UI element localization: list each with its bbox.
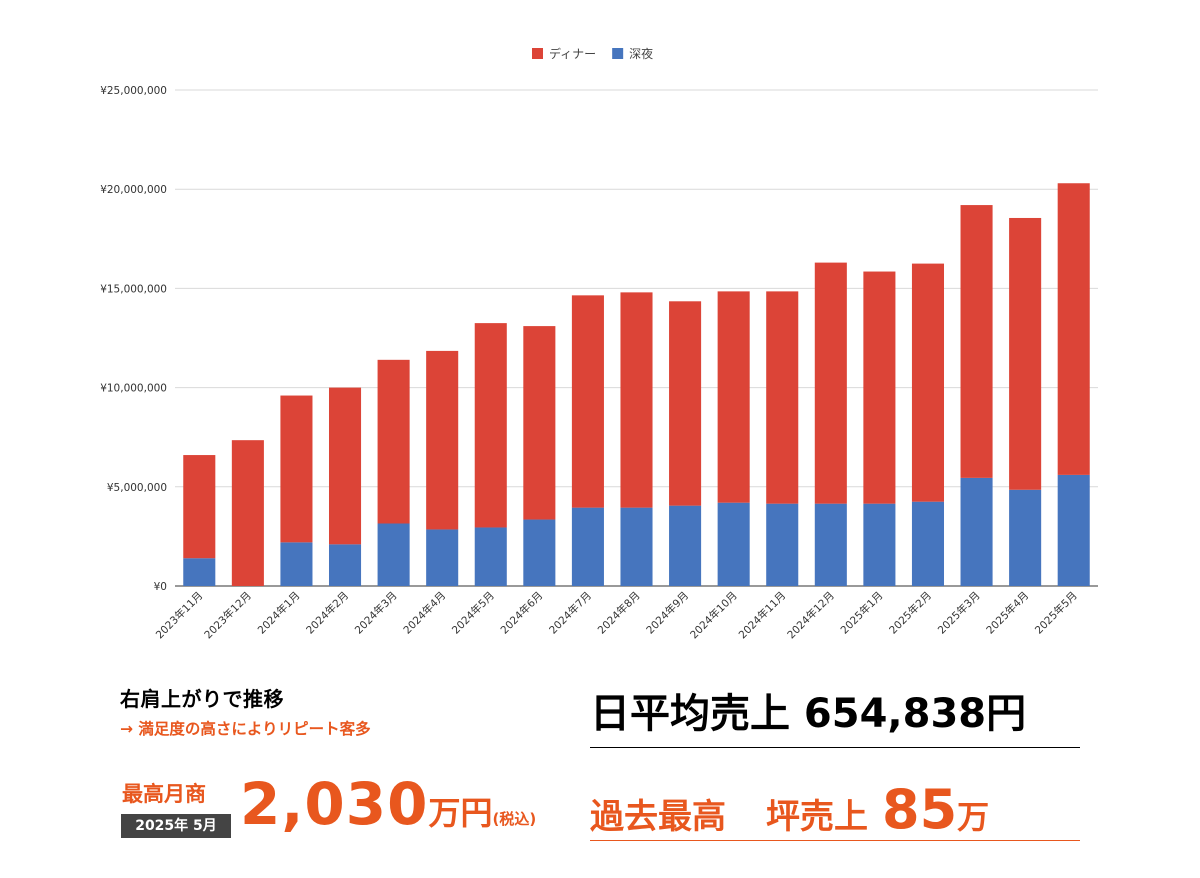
max-sales-date-badge: 2025年 5月 (121, 814, 231, 838)
bar-late-night (474, 527, 507, 586)
y-tick-label: ¥10,000,000 (100, 383, 167, 395)
max-sales-unit: 万円 (428, 794, 493, 832)
bar-dinner (183, 455, 216, 559)
x-tick-label: 2024年9月 (644, 589, 692, 637)
bar-late-night (863, 503, 896, 586)
bar-dinner (717, 291, 750, 503)
bar-dinner (280, 395, 313, 543)
tsubo-label: 坪売上 (766, 797, 868, 837)
bar-late-night (328, 544, 362, 586)
x-tick-label: 2024年7月 (546, 589, 594, 637)
max-sales-number: 2,030 (240, 770, 429, 838)
bar-dinner (766, 291, 799, 504)
bar-late-night (571, 507, 604, 586)
y-tick-label: ¥15,000,000 (100, 283, 167, 295)
y-tick-label: ¥0 (154, 581, 167, 593)
bar-late-night (280, 542, 313, 586)
x-tick-label: 2024年1月 (255, 589, 303, 637)
bar-dinner (571, 295, 604, 508)
bar-dinner (814, 262, 847, 504)
bar-late-night (183, 558, 216, 586)
legend-label: 深夜 (629, 46, 653, 61)
y-tick-label: ¥25,000,000 (100, 85, 167, 97)
x-tick-label: 2025年2月 (886, 589, 934, 637)
daily-average-sales: 日平均売上 654,838円 (590, 681, 1080, 748)
y-tick-label: ¥20,000,000 (100, 184, 167, 196)
x-tick-label: 2025年3月 (935, 589, 983, 637)
bar-dinner (377, 359, 410, 524)
max-sales-label: 最高月商 (122, 782, 206, 806)
x-tick-label: 2024年5月 (449, 589, 497, 637)
bar-late-night (717, 502, 750, 586)
x-tick-label: 2025年4月 (984, 589, 1032, 637)
bar-dinner (863, 271, 896, 504)
x-tick-label: 2024年3月 (352, 589, 400, 637)
bar-dinner (523, 326, 556, 520)
legend-label: ディナー (549, 46, 596, 61)
bar-dinner (328, 387, 362, 545)
bar-dinner (620, 292, 653, 508)
bar-late-night (523, 519, 556, 586)
tsubo-value: 85 (882, 778, 958, 841)
stacked-bar-chart: ¥0 ¥5,000,000 ¥10,000,000 ¥15,000,000 ¥20,00… (100, 46, 1098, 641)
bar-dinner (669, 301, 702, 506)
x-tick-label: 2025年1月 (838, 589, 886, 637)
x-tick-label: 2023年12月 (202, 589, 254, 641)
bar-late-night (377, 523, 410, 586)
bar-late-night (766, 503, 799, 586)
y-tick-label: ¥5,000,000 (107, 482, 167, 494)
bar-late-night (1057, 474, 1090, 586)
x-tick-label: 2024年8月 (595, 589, 643, 637)
bar-dinner (911, 263, 945, 502)
max-sales-tax-note: (税込) (492, 810, 537, 828)
bar-late-night (426, 529, 459, 586)
bar-dinner (231, 440, 264, 586)
max-sales-value: 2,030万円(税込) (240, 770, 536, 838)
legend-swatch (612, 48, 624, 59)
x-tick-label: 2024年6月 (498, 589, 546, 637)
record-tsubo-sales: 過去最高 坪売上 85万 (590, 778, 1080, 841)
bar-late-night (814, 503, 847, 586)
x-tick-label: 2024年2月 (303, 589, 351, 637)
x-tick-label: 2025年5月 (1032, 589, 1080, 637)
bar-dinner (474, 323, 507, 528)
bar-dinner (1057, 183, 1090, 475)
headline: 右肩上がりで推移 (120, 687, 284, 711)
bar-dinner (960, 205, 993, 478)
x-tick-label: 2024年4月 (401, 589, 449, 637)
subline: → 満足度の高さによりリピート客多 (120, 720, 371, 738)
x-tick-label: 2023年11月 (153, 589, 205, 641)
x-tick-label: 2024年11月 (736, 589, 788, 641)
tsubo-unit: 万 (957, 798, 990, 836)
record-label: 過去最高 (590, 797, 726, 837)
bar-late-night (911, 501, 945, 586)
bar-late-night (620, 507, 653, 586)
legend-swatch (532, 48, 543, 59)
bar-late-night (1009, 489, 1042, 586)
bar-late-night (669, 505, 702, 586)
bar-dinner (1009, 217, 1042, 490)
x-tick-label: 2024年12月 (785, 589, 837, 641)
bar-dinner (426, 350, 459, 530)
bar-late-night (960, 477, 993, 586)
x-tick-label: 2024年10月 (687, 589, 739, 641)
